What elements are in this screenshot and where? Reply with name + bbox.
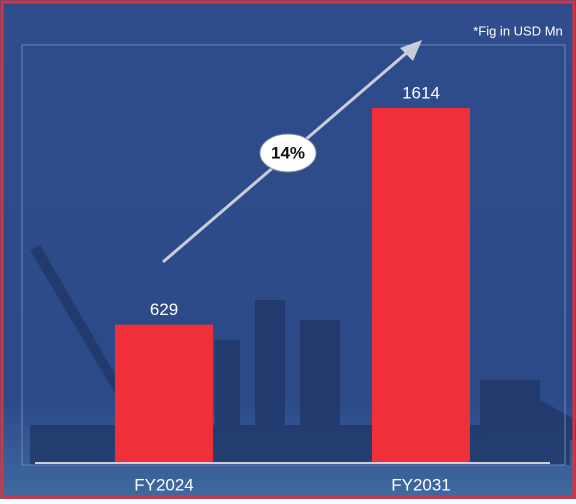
note: *Fig in USD Mn — [473, 23, 563, 38]
x-tick-label: FY2024 — [134, 475, 194, 494]
value-label: 1614 — [402, 83, 440, 102]
x-tick-label: FY2031 — [391, 475, 451, 494]
bar — [115, 325, 213, 463]
value-label: 629 — [150, 300, 178, 319]
bar — [372, 108, 470, 463]
chart: *Fig in USD Mn 629 FY2024 1614 FY2031 14% — [0, 0, 576, 499]
annotation: 14% — [271, 143, 305, 162]
